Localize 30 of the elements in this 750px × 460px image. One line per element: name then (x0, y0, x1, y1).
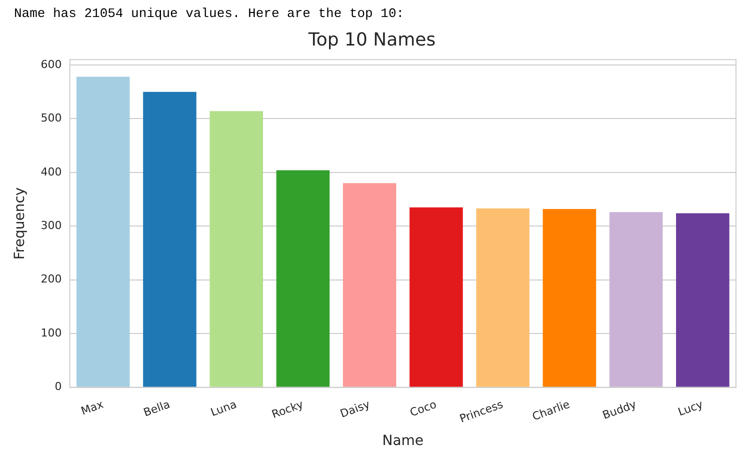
bar (676, 213, 730, 387)
y-tick-label: 100 (40, 326, 62, 340)
x-tick-label: Luna (208, 398, 238, 420)
x-tick-label: Daisy (338, 398, 372, 420)
bar (276, 170, 330, 387)
bar (143, 92, 196, 387)
x-tick-label: Lucy (676, 398, 706, 419)
y-tick-label: 600 (40, 58, 62, 71)
x-tick-label: Charlie (530, 398, 572, 424)
x-axis-title: Name (382, 433, 424, 450)
chart-title: Top 10 Names (307, 29, 436, 50)
y-tick-label: 500 (40, 112, 62, 125)
bar (542, 208, 596, 387)
bar (410, 207, 463, 387)
x-tick-label: Bella (142, 398, 172, 420)
x-tick-label: Max (79, 398, 106, 418)
text: Name has 21054 unique values. Here are the top 10: (14, 6, 404, 21)
bar (76, 76, 130, 387)
y-tick-label: 400 (40, 165, 62, 178)
bar (476, 208, 530, 387)
y-tick-label: 0 (54, 380, 62, 394)
bar (609, 212, 663, 387)
x-tick-label: Rocky (270, 398, 306, 422)
x-tick-label: Coco (408, 398, 438, 420)
y-axis-title: Frequency (12, 187, 28, 260)
bar (210, 111, 263, 387)
y-tick-label: 200 (40, 272, 62, 286)
x-tick-label: Buddy (600, 398, 639, 422)
bar (342, 183, 396, 387)
y-tick-label: 300 (40, 219, 62, 232)
